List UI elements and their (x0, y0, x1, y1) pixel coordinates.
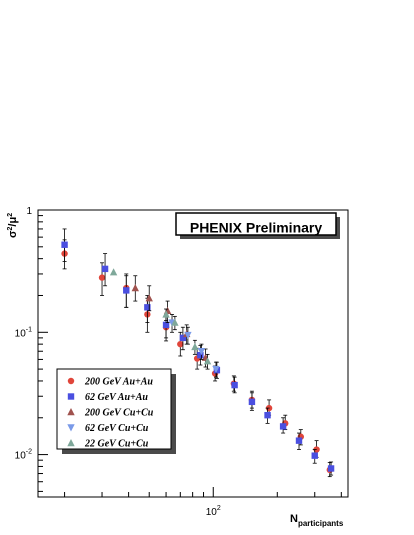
legend: 200 GeV Au+Au 62 GeV Au+Au 200 GeV Cu+Cu 62… (56, 368, 176, 454)
legend-label: 200 GeV Cu+Cu (84, 408, 154, 419)
data-point (203, 357, 212, 365)
data-point (197, 351, 204, 359)
data-point (295, 437, 303, 444)
y-tick-label: 10-1 (15, 326, 32, 339)
data-point (279, 423, 287, 430)
data-point (101, 265, 109, 273)
data-point (162, 321, 170, 329)
series-4 (109, 268, 212, 370)
data-point (61, 241, 68, 248)
x-tick-label: 102 (206, 505, 221, 518)
data-point (248, 398, 256, 406)
data-point (162, 310, 170, 318)
y-tick-label: 10-2 (15, 449, 32, 462)
ylabel-sup2: 2 (7, 213, 14, 217)
data-point (171, 318, 179, 326)
data-point (184, 331, 192, 340)
data-point (264, 411, 271, 419)
ylabel-main: σ (7, 230, 19, 238)
ylabel-sup1: 2 (7, 226, 14, 230)
data-point (327, 465, 335, 472)
data-point (145, 294, 153, 302)
data-point (212, 365, 220, 374)
data-point (109, 268, 118, 276)
series-3 (168, 314, 220, 378)
legend-label: 200 GeV Au+Au (84, 377, 153, 388)
preliminary-banner: PHENIX Preliminary (175, 212, 340, 239)
data-point (144, 304, 151, 311)
x-axis-title: Nparticipants (290, 513, 344, 528)
y-tick-label: 1 (26, 206, 32, 217)
legend-label: 22 GeV Cu+Cu (84, 439, 149, 450)
banner-text: PHENIX Preliminary (190, 220, 322, 236)
legend-label: 62 GeV Au+Au (85, 392, 148, 403)
legend-label: 62 GeV Cu+Cu (85, 423, 149, 434)
data-point (98, 274, 106, 281)
legend-marker (67, 393, 75, 400)
data-point (179, 334, 187, 342)
data-point (231, 381, 238, 389)
ylabel-mid: /μ (7, 217, 19, 227)
xlabel-main: N (290, 513, 298, 525)
legend-marker (67, 439, 75, 447)
svg-text:σ2/μ2: σ2/μ2 (7, 213, 19, 238)
svg-text:Nparticipants: Nparticipants (290, 513, 344, 528)
data-point (177, 340, 184, 348)
xlabel-sub: participants (298, 519, 344, 528)
legend-marker (67, 424, 75, 432)
legend-marker (67, 408, 75, 416)
data-point (311, 452, 318, 459)
data-point (123, 287, 130, 294)
y-axis-title: σ2/μ2 (7, 213, 19, 238)
data-point (131, 284, 139, 292)
data-point (197, 348, 206, 356)
data-point (191, 342, 199, 351)
legend-marker (67, 377, 75, 385)
